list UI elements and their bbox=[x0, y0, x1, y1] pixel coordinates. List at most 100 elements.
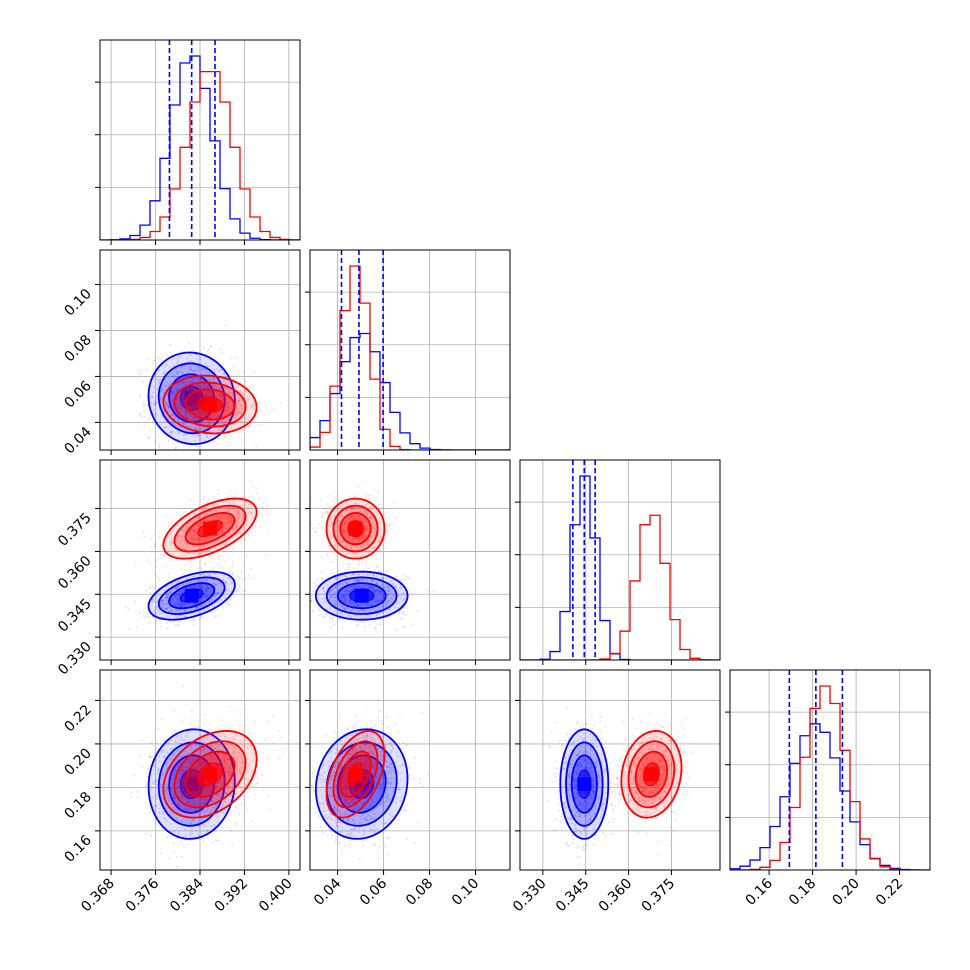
scatter-point bbox=[212, 495, 215, 498]
scatter-point bbox=[224, 581, 227, 584]
scatter-point bbox=[199, 422, 202, 424]
scatter-point bbox=[193, 408, 196, 411]
scatter-point bbox=[174, 603, 177, 606]
scatter-point bbox=[202, 367, 205, 370]
scatter-point bbox=[144, 612, 147, 615]
scatter-point bbox=[163, 433, 166, 436]
scatter-point bbox=[184, 411, 187, 414]
scatter-point bbox=[227, 405, 229, 408]
scatter-point bbox=[171, 375, 174, 378]
scatter-point bbox=[177, 408, 180, 411]
scatter-point bbox=[411, 592, 414, 595]
scatter-point bbox=[176, 596, 179, 599]
scatter-point bbox=[171, 451, 173, 453]
scatter-point bbox=[198, 585, 201, 588]
scatter-point bbox=[194, 518, 197, 521]
scatter-point bbox=[217, 555, 220, 558]
scatter-point bbox=[348, 563, 351, 566]
density-peak-1 bbox=[203, 521, 217, 536]
scatter-point bbox=[179, 409, 182, 412]
scatter-point bbox=[259, 406, 261, 409]
scatter-point bbox=[151, 616, 154, 619]
scatter-point bbox=[242, 513, 245, 516]
scatter-point bbox=[187, 378, 190, 381]
scatter-point bbox=[150, 537, 152, 540]
scatter-point bbox=[332, 572, 335, 575]
scatter-point bbox=[185, 413, 188, 416]
scatter-point bbox=[238, 590, 241, 593]
scatter-point bbox=[400, 578, 403, 581]
scatter-point bbox=[146, 602, 149, 605]
plot-area bbox=[310, 250, 510, 450]
scatter-point bbox=[177, 604, 180, 607]
scatter-point bbox=[175, 447, 178, 449]
scatter-point bbox=[432, 590, 435, 593]
scatter-point bbox=[205, 414, 208, 417]
scatter-point bbox=[190, 586, 193, 588]
scatter-point bbox=[222, 388, 225, 390]
scatter-point bbox=[153, 402, 156, 405]
scatter-point bbox=[199, 358, 202, 360]
scatter-point bbox=[179, 407, 182, 410]
scatter-point bbox=[226, 406, 229, 409]
scatter-point bbox=[221, 398, 224, 401]
scatter-point bbox=[198, 391, 201, 394]
scatter-point bbox=[202, 386, 205, 389]
scatter-point bbox=[195, 406, 198, 409]
scatter-point bbox=[228, 410, 231, 413]
scatter-point bbox=[221, 399, 224, 402]
scatter-point bbox=[197, 384, 200, 387]
scatter-point bbox=[221, 408, 224, 411]
scatter-point bbox=[185, 524, 188, 527]
scatter-point bbox=[188, 546, 191, 549]
scatter-point bbox=[221, 414, 224, 416]
scatter-point bbox=[256, 520, 259, 522]
scatter-point bbox=[217, 393, 220, 396]
scatter-point bbox=[223, 407, 226, 410]
scatter-point bbox=[199, 435, 202, 438]
scatter-point bbox=[170, 431, 173, 434]
scatter-point bbox=[255, 488, 258, 491]
scatter-point bbox=[177, 535, 180, 538]
scatter-point bbox=[400, 618, 403, 621]
scatter-point bbox=[222, 524, 225, 527]
scatter-point bbox=[212, 392, 215, 395]
scatter-point bbox=[201, 552, 203, 555]
scatter-point bbox=[233, 507, 236, 510]
scatter-point bbox=[194, 420, 197, 423]
scatter-point bbox=[416, 610, 419, 613]
scatter-point bbox=[204, 603, 207, 606]
scatter-point bbox=[222, 368, 225, 370]
scatter-point bbox=[203, 383, 206, 385]
scatter-point bbox=[142, 615, 145, 618]
scatter-point bbox=[177, 383, 180, 386]
scatter-point bbox=[228, 391, 230, 393]
scatter-point bbox=[179, 611, 182, 614]
scatter-point bbox=[204, 411, 207, 414]
scatter-point bbox=[213, 584, 216, 587]
scatter-point bbox=[267, 504, 270, 507]
scatter-point bbox=[169, 591, 172, 594]
scatter-point bbox=[151, 395, 154, 398]
scatter-point bbox=[195, 527, 198, 530]
scatter-point bbox=[224, 390, 227, 393]
scatter-point bbox=[179, 404, 182, 407]
scatter-point bbox=[203, 379, 206, 382]
scatter-point bbox=[166, 394, 169, 397]
scatter-point bbox=[203, 595, 206, 598]
scatter-point bbox=[208, 519, 211, 522]
scatter-point bbox=[147, 436, 150, 439]
scatter-point bbox=[236, 393, 239, 396]
scatter-point bbox=[231, 506, 234, 509]
scatter-point bbox=[200, 587, 203, 590]
scatter-point bbox=[177, 401, 180, 404]
scatter-point bbox=[176, 523, 179, 526]
scatter-point bbox=[178, 580, 180, 583]
scatter-point bbox=[212, 579, 215, 581]
scatter-point bbox=[164, 370, 167, 373]
scatter-point bbox=[199, 523, 202, 526]
scatter-point bbox=[209, 556, 212, 559]
scatter-point bbox=[200, 386, 203, 389]
scatter-point bbox=[204, 393, 207, 396]
scatter-point bbox=[219, 464, 221, 466]
